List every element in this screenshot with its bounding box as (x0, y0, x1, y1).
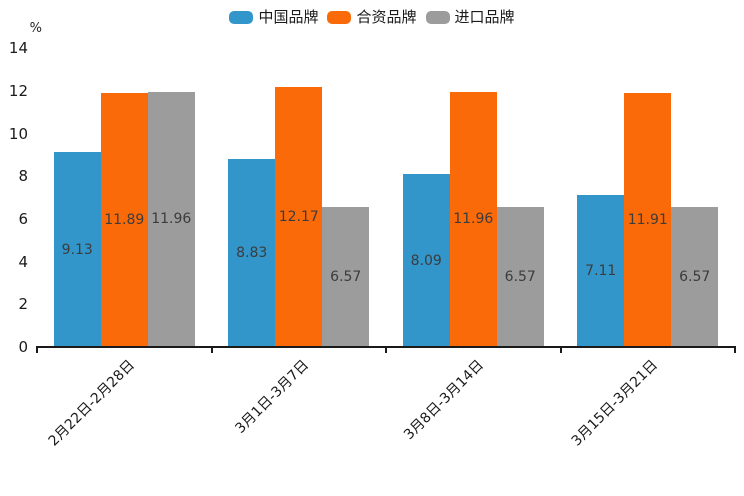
bar-value-label: 9.13 (61, 241, 93, 258)
x-axis-label: 3月15日-3月21日 (568, 357, 662, 450)
y-axis-tick-label: 12 (8, 81, 28, 100)
bar-s2-c3 (671, 206, 719, 347)
y-axis-tick-label: 6 (18, 209, 28, 228)
legend-item-s2: 进口品牌 (425, 8, 515, 26)
legend-item-s1: 合资品牌 (327, 8, 417, 26)
bar-value-label: 7.11 (585, 263, 617, 280)
bar-s0-c2 (402, 174, 450, 347)
x-axis-tick (36, 348, 38, 353)
bar-value-label: 6.57 (504, 268, 536, 285)
legend-swatch-icon (229, 10, 254, 24)
bar-s0-c1 (228, 158, 276, 347)
x-axis-tick (734, 348, 736, 353)
legend-label: 中国品牌 (258, 8, 319, 26)
bar-s2-c1 (322, 206, 370, 347)
bar-value-label: 8.83 (236, 244, 268, 261)
legend-swatch-icon (425, 10, 450, 24)
x-axis-tick (559, 348, 562, 353)
x-axis-label: 3月1日-3月7日 (232, 357, 313, 437)
y-axis-tick-label: 4 (18, 252, 28, 271)
bar-value-label: 11.96 (453, 211, 494, 228)
legend-item-s0: 中国品牌 (229, 8, 318, 26)
x-axis-line (36, 346, 736, 348)
x-axis-label: 3月8日-3月14日 (400, 357, 487, 444)
x-axis-tick (210, 348, 213, 353)
bar-value-label: 12.17 (278, 209, 319, 226)
bar-value-label: 6.57 (330, 268, 362, 285)
bar-value-label: 11.91 (627, 211, 668, 228)
legend-label: 进口品牌 (454, 8, 515, 26)
chart-legend: 中国品牌 合资品牌 进口品牌 (0, 8, 744, 26)
bar-value-label: 8.09 (410, 252, 442, 269)
bar-s0-c0 (53, 152, 101, 347)
y-axis-tick-label: 8 (18, 167, 28, 186)
bar-value-label: 6.57 (679, 268, 711, 285)
bar-s1-c2 (449, 91, 497, 347)
bar-value-label: 11.89 (104, 212, 145, 229)
y-axis-tick-label: 14 (8, 39, 28, 58)
legend-swatch-icon (327, 10, 352, 24)
bar-s1-c0 (100, 93, 148, 347)
bar-s2-c2 (496, 206, 544, 347)
bar-s1-c1 (275, 87, 323, 347)
y-axis-unit-label: % (29, 21, 42, 36)
y-axis-tick-label: 0 (18, 338, 28, 356)
bar-s2-c0 (147, 91, 195, 347)
x-axis-tick (385, 348, 387, 353)
legend-label: 合资品牌 (356, 8, 417, 26)
bar-s1-c3 (624, 92, 672, 347)
y-axis-tick-label: 2 (18, 295, 28, 314)
x-axis-label: 2月22日-2月28日 (45, 357, 138, 450)
bar-s0-c3 (577, 195, 625, 347)
y-axis-tick-label: 10 (8, 124, 28, 143)
bar-value-label: 11.96 (151, 211, 192, 228)
